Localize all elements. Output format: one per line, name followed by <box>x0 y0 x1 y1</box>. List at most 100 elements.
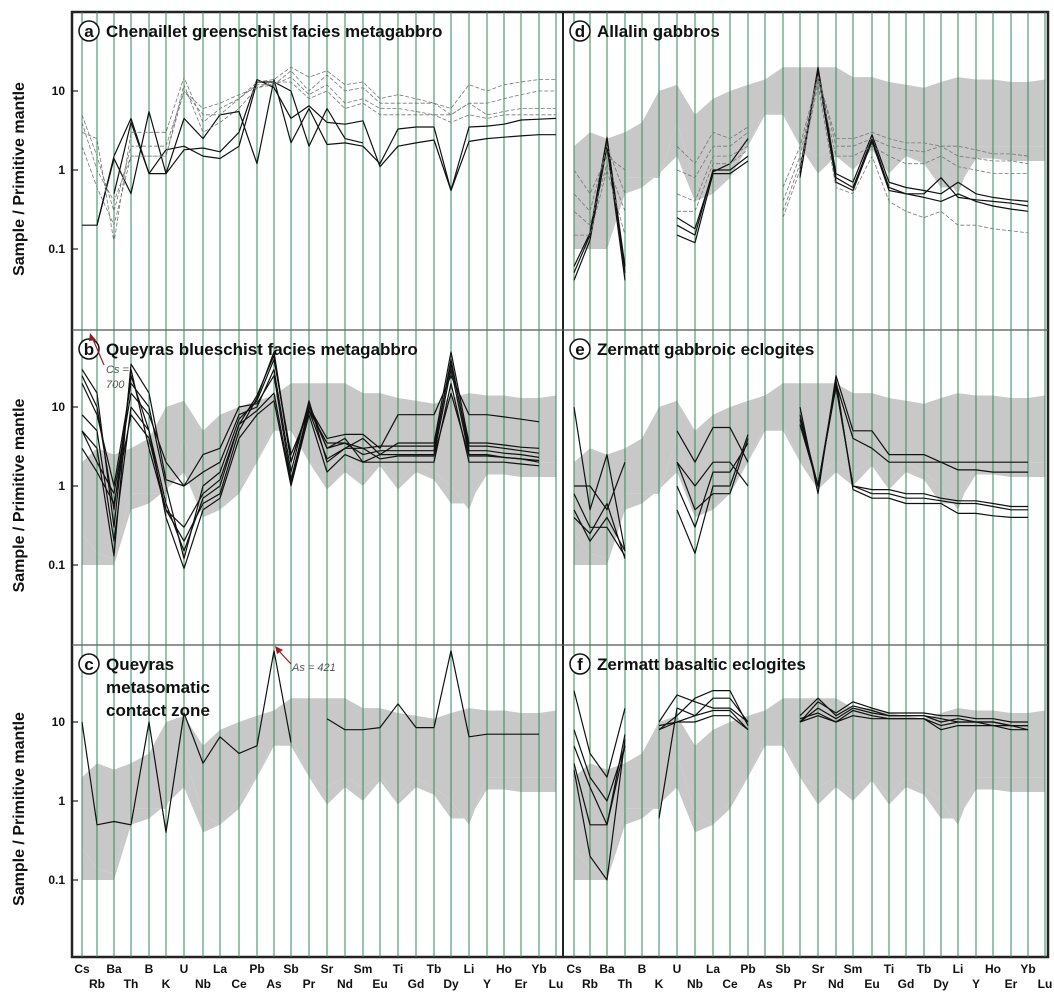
series-a-4 <box>81 66 556 244</box>
x-tick-label-Sr: Sr <box>812 962 825 976</box>
x-tick-label-Yb: Yb <box>1020 962 1035 976</box>
x-tick-label-U: U <box>673 962 682 976</box>
x-tick-label-Nd: Nd <box>828 977 844 991</box>
x-tick-label-Sm: Sm <box>844 962 863 976</box>
series-a-5 <box>81 76 556 212</box>
x-tick-label-Y: Y <box>972 977 980 991</box>
x-tick-label-Th: Th <box>124 977 139 991</box>
x-tick-label-Y: Y <box>483 977 491 991</box>
x-tick-label-Yb: Yb <box>531 962 546 976</box>
y-tick-label: 10 <box>52 715 66 729</box>
x-tick-label-Nb: Nb <box>195 977 211 991</box>
y-tick-label: 1 <box>58 794 65 808</box>
annotation-text: Cs = <box>106 364 130 376</box>
x-tick-label-Dy: Dy <box>443 977 459 991</box>
x-tick-label-La: La <box>706 962 720 976</box>
panel-label: d <box>575 22 585 41</box>
x-tick-label-B: B <box>638 962 647 976</box>
panel-title: Chenaillet greenschist facies metagabbro <box>106 22 442 41</box>
panel-e-plot <box>573 330 1046 645</box>
series-a-7 <box>81 70 556 202</box>
panel-a: a Chenaillet greenschist facies metagabbr… <box>78 12 557 330</box>
series-f-5 <box>573 709 1029 826</box>
x-tick-label-Ce: Ce <box>231 977 247 991</box>
x-tick-label-Tb: Tb <box>917 962 932 976</box>
figure-frame <box>70 10 1050 959</box>
series-f-1 <box>573 690 1028 819</box>
x-tick-label-Sm: Sm <box>354 962 373 976</box>
x-tick-label-Sr: Sr <box>321 962 334 976</box>
annotation-arrowhead <box>89 333 96 341</box>
x-tick-label-Lu: Lu <box>549 977 564 991</box>
series-a-6 <box>81 81 556 226</box>
panel-label: f <box>577 655 583 674</box>
panel-e: e Zermatt gabbroic eclogites <box>569 330 1046 645</box>
x-tick-label-Eu: Eu <box>372 977 387 991</box>
panel-b: b Queyras blueschist facies metagabbro Cs … <box>78 330 557 645</box>
x-tick-label-Li: Li <box>464 962 475 976</box>
series-b-5 <box>81 375 540 495</box>
y-tick-label: 1 <box>58 163 65 177</box>
series-d-7 <box>574 84 1029 236</box>
panel-f: f Zermatt basaltic eclogites <box>569 645 1046 957</box>
annotation-text: As = 421 <box>291 662 336 674</box>
panel-d: d Allalin gabbros <box>569 12 1046 330</box>
series-a-1 <box>82 78 556 226</box>
panel-label: e <box>575 340 584 359</box>
y-axis-label: Sample / Primitive mantle <box>11 82 28 276</box>
panel-title: Allalin gabbros <box>597 22 720 41</box>
x-tick-label-Lu: Lu <box>1038 977 1053 991</box>
envelope-primary <box>574 383 1045 559</box>
panel-label: c <box>84 655 93 674</box>
x-tick-label-K: K <box>162 977 171 991</box>
series-c-1 <box>81 650 539 833</box>
x-tick-label-Er: Er <box>1005 977 1018 991</box>
x-tick-label-U: U <box>180 962 189 976</box>
panel-title-line: Queyras <box>106 655 174 674</box>
series-e-1 <box>573 375 1028 552</box>
series-f-3 <box>573 694 1028 826</box>
x-tick-label-B: B <box>145 962 154 976</box>
x-tick-label-Ho: Ho <box>496 962 512 976</box>
panel-label-circle <box>78 653 100 675</box>
x-tick-label-Li: Li <box>953 962 964 976</box>
envelope-primary <box>82 698 556 874</box>
envelope-primary <box>574 698 1045 874</box>
x-tick-label-As: As <box>757 977 773 991</box>
panel-title: Queyras blueschist facies metagabbro <box>106 340 418 359</box>
x-tick-label-Er: Er <box>515 977 528 991</box>
envelope-primary <box>574 67 1045 243</box>
y-tick-label: 0.1 <box>48 873 65 887</box>
panel-b-plot <box>81 330 557 645</box>
x-tick-label-Pr: Pr <box>794 977 807 991</box>
x-tick-label-Pb: Pb <box>249 962 264 976</box>
x-tick-label-As: As <box>266 977 282 991</box>
x-tick-label-Eu: Eu <box>864 977 879 991</box>
series-d-6 <box>573 79 1028 226</box>
y-tick-label: 1 <box>58 479 65 493</box>
x-tick-label-Cs: Cs <box>74 962 90 976</box>
x-tick-label-Ti: Ti <box>884 962 894 976</box>
x-tick-label-Pb: Pb <box>740 962 755 976</box>
panel-label-circle <box>78 20 100 42</box>
panel-title: Zermatt basaltic eclogites <box>597 655 806 674</box>
panel-title-line: metasomatic <box>106 678 210 697</box>
x-tick-label-Gd: Gd <box>408 977 425 991</box>
series-a-2 <box>96 78 557 226</box>
x-tick-label-Rb: Rb <box>582 977 598 991</box>
x-tick-label-Sb: Sb <box>283 962 298 976</box>
panel-label-circle <box>569 20 591 42</box>
x-tick-label-Ho: Ho <box>985 962 1001 976</box>
panel-c: c Queyras metasomatic contact zone As = 421 <box>78 645 557 957</box>
x-tick-label-Pr: Pr <box>303 977 316 991</box>
x-tick-label-Tb: Tb <box>427 962 442 976</box>
x-tick-label-Ce: Ce <box>722 977 738 991</box>
panel-c-plot <box>81 645 557 957</box>
x-tick-label-Gd: Gd <box>898 977 915 991</box>
series-b-7 <box>81 392 540 528</box>
y-axis-label: Sample / Primitive mantle <box>11 398 28 592</box>
series-e-5 <box>573 379 1028 557</box>
annotation-arrow <box>91 336 105 366</box>
y-tick-label: 10 <box>52 400 66 414</box>
